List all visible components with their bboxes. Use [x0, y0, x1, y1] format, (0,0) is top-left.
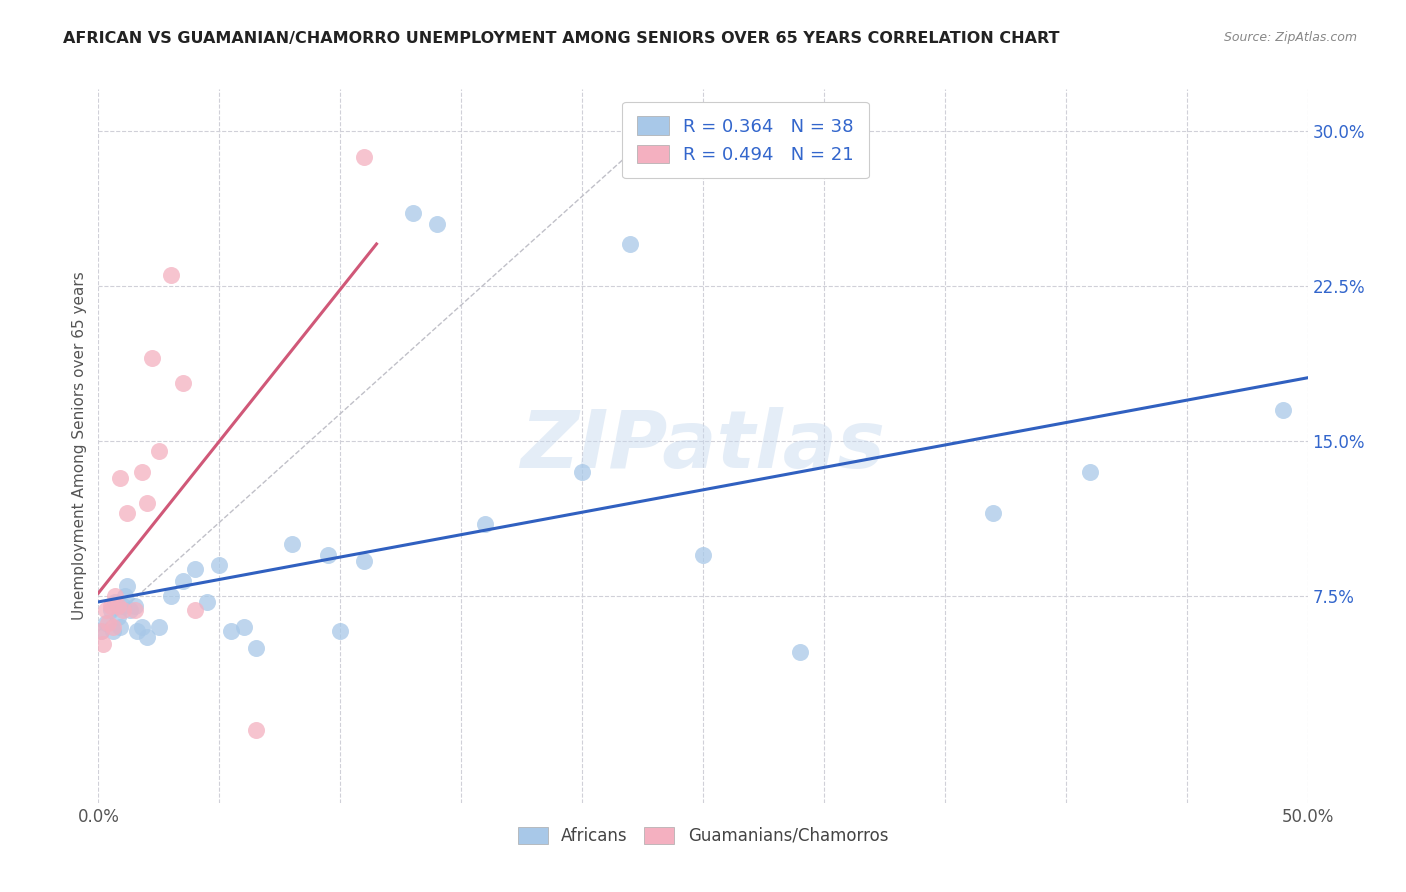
Point — [94, 615, 117, 630]
Point — [114, 589, 136, 603]
Point — [107, 599, 129, 614]
Point — [172, 376, 194, 390]
Point — [474, 516, 496, 531]
Point — [208, 558, 231, 572]
Point — [148, 620, 170, 634]
Point — [127, 624, 149, 639]
Point — [124, 603, 146, 617]
Point — [245, 723, 267, 738]
Point — [692, 548, 714, 562]
Point — [316, 548, 339, 562]
Point — [104, 589, 127, 603]
Point — [789, 645, 811, 659]
Point — [1272, 402, 1295, 417]
Text: Source: ZipAtlas.com: Source: ZipAtlas.com — [1223, 31, 1357, 45]
Point — [111, 603, 134, 617]
Legend: Africans, Guamanians/Chamorros: Africans, Guamanians/Chamorros — [512, 820, 894, 852]
Point — [131, 620, 153, 634]
Point — [135, 496, 157, 510]
Point — [160, 268, 183, 283]
Point — [160, 589, 183, 603]
Point — [141, 351, 163, 365]
Point — [571, 465, 593, 479]
Point — [90, 624, 112, 639]
Point — [402, 206, 425, 220]
Point — [91, 636, 114, 650]
Point — [619, 237, 641, 252]
Point — [90, 624, 112, 639]
Point — [221, 624, 243, 639]
Point — [108, 471, 131, 485]
Point — [100, 599, 122, 614]
Point — [426, 217, 449, 231]
Text: ZIPatlas: ZIPatlas — [520, 407, 886, 485]
Point — [353, 151, 375, 165]
Point — [101, 620, 124, 634]
Point — [104, 595, 127, 609]
Point — [981, 506, 1004, 520]
Y-axis label: Unemployment Among Seniors over 65 years: Unemployment Among Seniors over 65 years — [72, 272, 87, 620]
Point — [148, 444, 170, 458]
Text: AFRICAN VS GUAMANIAN/CHAMORRO UNEMPLOYMENT AMONG SENIORS OVER 65 YEARS CORRELATI: AFRICAN VS GUAMANIAN/CHAMORRO UNEMPLOYME… — [63, 31, 1060, 46]
Point — [232, 620, 254, 634]
Point — [111, 599, 134, 614]
Point — [184, 562, 207, 576]
Point — [97, 615, 120, 630]
Point — [245, 640, 267, 655]
Point — [94, 603, 117, 617]
Point — [1078, 465, 1101, 479]
Point — [329, 624, 352, 639]
Point — [117, 506, 139, 520]
Point — [100, 603, 122, 617]
Point — [107, 609, 129, 624]
Point — [195, 595, 218, 609]
Point — [101, 624, 124, 639]
Point — [135, 630, 157, 644]
Point — [124, 599, 146, 614]
Point — [108, 620, 131, 634]
Point — [117, 579, 139, 593]
Point — [118, 603, 141, 617]
Point — [353, 554, 375, 568]
Point — [184, 603, 207, 617]
Point — [131, 465, 153, 479]
Point — [172, 574, 194, 589]
Point — [281, 537, 304, 551]
